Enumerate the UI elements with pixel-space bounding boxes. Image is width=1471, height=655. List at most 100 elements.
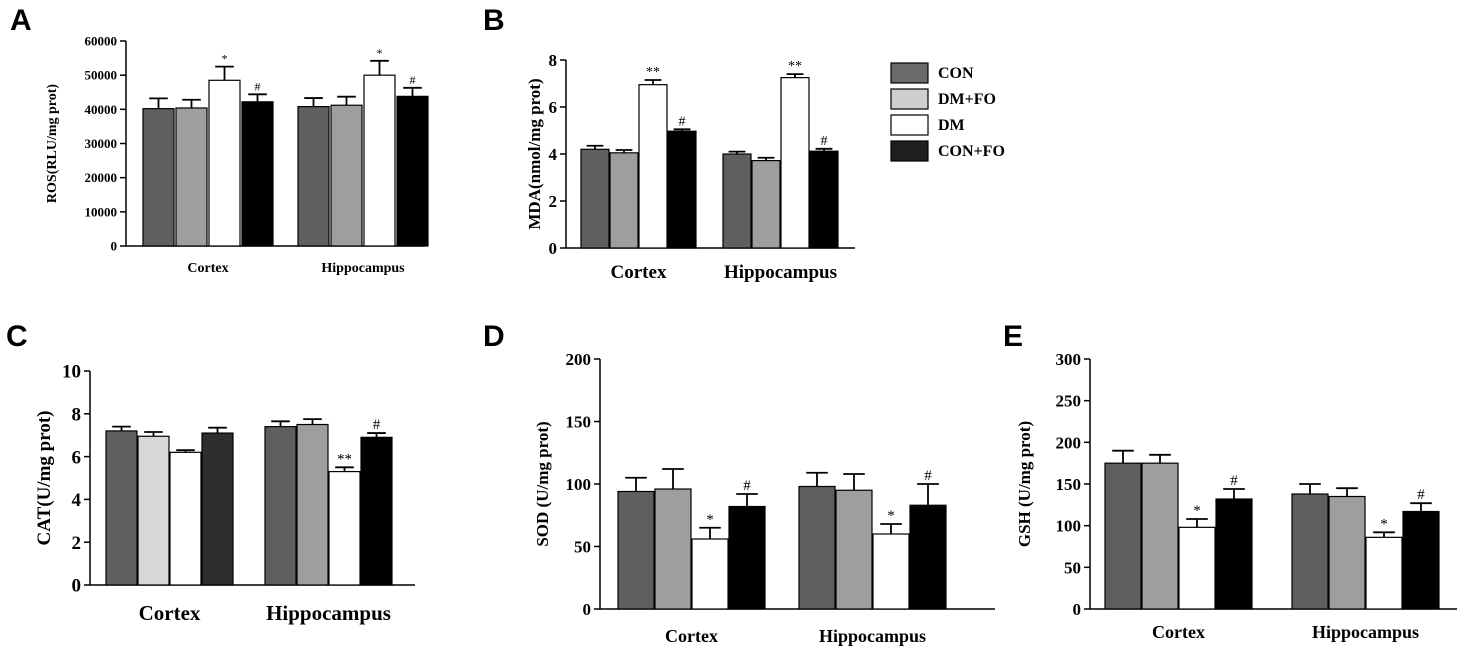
y-tick-label: 0 xyxy=(1073,600,1082,619)
y-tick-label: 4 xyxy=(72,490,82,511)
significance-label: * xyxy=(887,508,895,524)
legend-label: DM+FO xyxy=(938,91,996,108)
bar xyxy=(638,84,668,249)
bar xyxy=(667,130,697,249)
legend-swatch xyxy=(890,88,929,110)
legend-swatch xyxy=(890,114,929,136)
bar xyxy=(1402,510,1440,610)
y-axis-label: SOD (U/mg prot) xyxy=(533,421,552,546)
y-tick-label: 0 xyxy=(583,600,592,619)
significance-label: # xyxy=(743,478,751,494)
bar xyxy=(297,105,330,247)
bar xyxy=(396,95,429,247)
bar xyxy=(798,485,836,610)
category-label: Hippocampus xyxy=(266,601,391,625)
category-label: Hippocampus xyxy=(321,261,405,276)
y-tick-label: 6 xyxy=(549,98,558,117)
y-tick-label: 30000 xyxy=(85,136,118,151)
panel-label: C xyxy=(6,320,28,353)
significance-label: # xyxy=(924,468,932,484)
significance-label: * xyxy=(222,52,228,66)
bar xyxy=(580,148,610,249)
y-tick-label: 150 xyxy=(1056,475,1082,494)
y-tick-label: 0 xyxy=(549,239,558,258)
panel-e: E 0 50 100 150 200 250 300 GSH (U/mg prot) * # Cort… xyxy=(1003,320,1457,642)
significance-label: # xyxy=(255,79,261,93)
significance-label: # xyxy=(410,73,416,87)
bar xyxy=(208,79,241,247)
bar xyxy=(835,489,873,610)
bar xyxy=(654,488,692,610)
significance-label: * xyxy=(1380,516,1388,532)
bar xyxy=(1178,526,1216,610)
y-axis-label: GSH (U/mg prot) xyxy=(1015,421,1034,547)
y-tick-label: 2 xyxy=(72,533,82,554)
significance-label: * xyxy=(1193,503,1201,519)
panel-label: A xyxy=(10,4,32,37)
bar xyxy=(363,74,396,247)
bar xyxy=(105,430,138,586)
bar xyxy=(330,104,363,247)
significance-label: # xyxy=(373,417,381,433)
y-tick-label: 10 xyxy=(62,362,81,383)
bar xyxy=(780,77,810,249)
legend-swatch xyxy=(890,140,929,162)
y-tick-label: 200 xyxy=(566,350,592,369)
y-axis-label: MDA(nmol/mg prot) xyxy=(525,78,544,229)
category-label: Cortex xyxy=(611,262,667,283)
category-label: Cortex xyxy=(187,261,228,276)
y-tick-label: 150 xyxy=(566,412,592,431)
category-label: Hippocampus xyxy=(819,626,926,646)
y-tick-label: 50 xyxy=(1064,558,1081,577)
category-label: Hippocampus xyxy=(724,262,837,283)
significance-label: ** xyxy=(788,59,802,74)
bar xyxy=(722,153,752,249)
y-tick-label: 20000 xyxy=(85,170,118,185)
bar xyxy=(360,436,393,586)
legend-label: CON+FO xyxy=(938,143,1005,160)
bar xyxy=(296,423,329,586)
category-label: Cortex xyxy=(139,601,201,625)
bar xyxy=(809,150,839,249)
panel-label: D xyxy=(483,320,505,353)
bar xyxy=(264,426,297,586)
legend-label: CON xyxy=(938,65,974,82)
significance-label: * xyxy=(377,46,383,60)
bar xyxy=(175,107,208,247)
significance-label: ** xyxy=(646,65,660,80)
panel-a: A 0 10000 20000 30000 40000 50000 60000 ROS(RLU/… xyxy=(10,4,429,276)
bar xyxy=(328,470,361,586)
bar xyxy=(617,490,655,610)
y-tick-label: 40000 xyxy=(85,102,118,117)
y-axis-label: ROS(RLU/mg prot) xyxy=(45,84,60,203)
significance-label: # xyxy=(1230,473,1238,489)
y-tick-label: 100 xyxy=(566,475,592,494)
y-tick-label: 0 xyxy=(72,576,82,597)
panel-c: C 0 2 4 6 8 10 CAT(U/mg prot) Cortex ** # Hippocamp… xyxy=(6,320,415,625)
y-tick-label: 10000 xyxy=(85,204,118,219)
y-tick-label: 0 xyxy=(111,239,118,254)
bar xyxy=(728,505,766,610)
y-axis-label: CAT(U/mg prot) xyxy=(34,411,55,546)
bar xyxy=(1141,462,1179,610)
panel-label: B xyxy=(483,4,505,37)
bar xyxy=(142,108,175,247)
bar xyxy=(909,504,947,610)
category-label: Hippocampus xyxy=(1312,622,1419,642)
y-tick-label: 60000 xyxy=(85,34,118,49)
y-tick-label: 50 xyxy=(574,537,591,556)
y-tick-label: 8 xyxy=(549,51,558,70)
y-tick-label: 2 xyxy=(549,192,558,211)
bar xyxy=(751,159,781,249)
bar xyxy=(691,538,729,610)
significance-label: # xyxy=(821,134,828,149)
significance-label: # xyxy=(1417,487,1425,503)
significance-label: * xyxy=(706,512,714,528)
bar xyxy=(1328,495,1366,610)
y-tick-label: 250 xyxy=(1056,392,1082,411)
significance-label: ** xyxy=(337,451,352,467)
y-tick-label: 6 xyxy=(72,447,82,468)
legend-swatch xyxy=(890,62,929,84)
bar xyxy=(169,451,202,586)
